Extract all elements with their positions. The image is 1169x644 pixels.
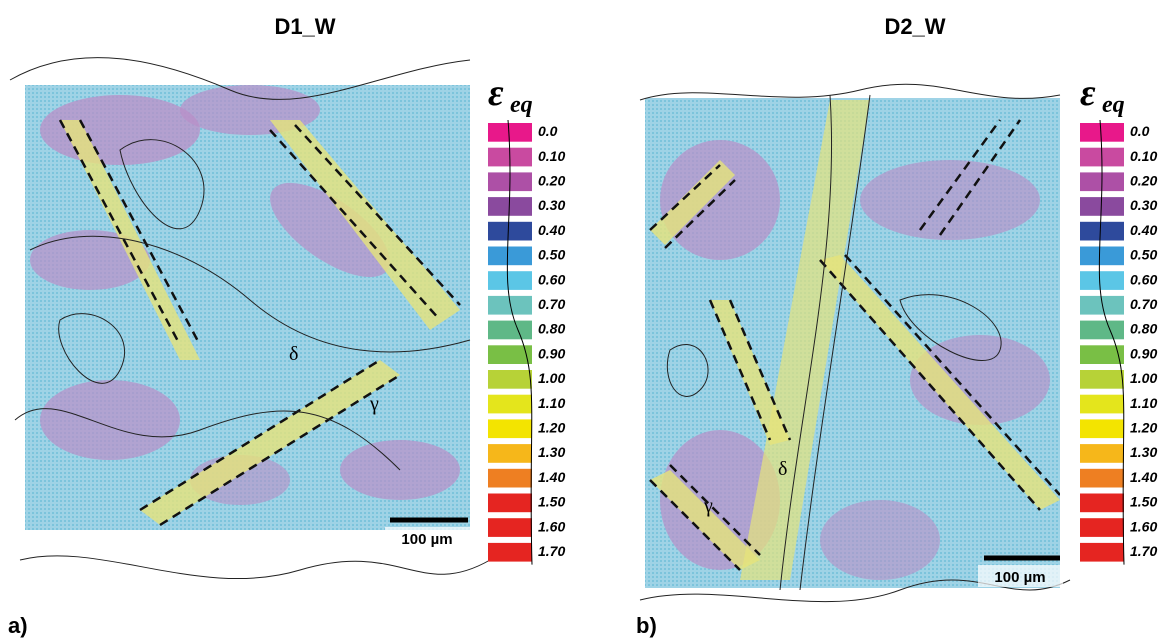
legend-label: 0.50: [1130, 247, 1157, 263]
legend-symbol: ε: [488, 72, 504, 114]
legend-subscript: eq: [510, 92, 533, 118]
legend-label: 1.40: [538, 469, 565, 485]
legend-label: 0.0: [538, 123, 558, 139]
legend-swatch: [488, 419, 532, 439]
legend-label: 0.80: [1130, 321, 1157, 337]
legend-swatch: [488, 468, 532, 488]
legend-swatch: [1080, 419, 1124, 439]
legend-label: 1.00: [1130, 370, 1157, 386]
scale-bar-label: 100 µm: [401, 531, 452, 548]
legend-swatch: [1080, 345, 1124, 364]
legend-swatch: [1080, 394, 1124, 414]
legend-label: 0.50: [538, 247, 565, 263]
legend-swatch: [1080, 444, 1124, 463]
legend-swatch: [1080, 468, 1124, 488]
legend-swatch: [1080, 221, 1124, 241]
panel-label: a): [8, 613, 28, 638]
panel-label: b): [636, 613, 657, 638]
legend-label: 0.60: [1130, 271, 1157, 287]
legend-label: 1.20: [538, 419, 565, 435]
legend-swatch: [488, 246, 532, 266]
legend-label: 0.40: [538, 222, 565, 238]
legend-swatch: [488, 518, 532, 537]
legend-curve: [1098, 119, 1125, 565]
legend-subscript: eq: [1102, 92, 1125, 118]
legend-label: 1.30: [538, 444, 565, 460]
legend-label: 0.20: [1130, 172, 1157, 188]
legend-swatch: [488, 271, 532, 290]
legend-swatch: [488, 493, 532, 513]
legend-swatch: [488, 123, 532, 142]
legend-label: 1.00: [538, 370, 565, 386]
legend-label: 1.30: [1130, 444, 1157, 460]
legend-label: 1.40: [1130, 469, 1157, 485]
legend-label: 1.50: [1130, 494, 1157, 510]
phase-label: δ: [778, 458, 787, 480]
legend-label: 0.40: [1130, 222, 1157, 238]
legend-label: 0.90: [538, 345, 565, 361]
legend-swatch: [488, 345, 532, 364]
legend-label: 0.20: [538, 172, 565, 188]
legend-swatch: [1080, 518, 1124, 537]
legend-swatch: [488, 197, 532, 216]
legend: ε eq 0.0 0.10 0.20 0.30 0.40 0.50 0.60 0.70 0.80 0.…: [1080, 72, 1157, 565]
legend-swatch: [1080, 542, 1124, 562]
scale-bar-bg: [385, 527, 470, 549]
legend-swatch: [1080, 493, 1124, 513]
legend-swatch: [488, 221, 532, 241]
legend-label: 1.60: [538, 518, 565, 534]
legend-swatch: [488, 444, 532, 463]
legend-curve: [506, 119, 533, 565]
legends: ε eq0.00.100.200.300.400.500.600.700.800.…: [488, 72, 1157, 565]
legend-label: 0.10: [1130, 148, 1157, 164]
panel-title: D1_W: [274, 14, 335, 39]
legend-label: 1.20: [1130, 419, 1157, 435]
scale-bar-bg: [978, 565, 1063, 587]
legend-label: 1.10: [1130, 395, 1157, 411]
legend-swatch: [488, 370, 532, 389]
legend-swatch: [1080, 246, 1124, 266]
legend: ε eq 0.0 0.10 0.20 0.30 0.40 0.50 0.60 0.70 0.80 0.…: [488, 72, 565, 565]
panel-title: D2_W: [884, 14, 945, 39]
legend-label: 0.30: [538, 197, 565, 213]
legend-label: 0.90: [1130, 345, 1157, 361]
legend-label: 0.60: [538, 271, 565, 287]
phase-label: γ: [703, 495, 713, 517]
legend-label: 1.70: [1130, 543, 1157, 559]
legend-swatch: [488, 394, 532, 414]
phase-label: δ: [289, 343, 298, 365]
legend-swatch: [488, 320, 532, 340]
legend-label: 0.80: [538, 321, 565, 337]
legend-label: 1.60: [1130, 518, 1157, 534]
legend-swatch: [488, 542, 532, 562]
legend-label: 0.30: [1130, 197, 1157, 213]
phase-outlines: [9, 57, 491, 580]
legend-symbol: ε: [1080, 72, 1096, 114]
scale-bar-label: 100 µm: [994, 569, 1045, 586]
legend-swatch: [1080, 320, 1124, 340]
legend-label: 0.0: [1130, 123, 1150, 139]
phase-label: γ: [369, 393, 379, 415]
legend-label: 1.10: [538, 395, 565, 411]
legend-label: 0.10: [538, 148, 565, 164]
legend-label: 1.50: [538, 494, 565, 510]
legend-swatch: [1080, 370, 1124, 389]
legend-swatch: [1080, 197, 1124, 216]
legend-swatch: [1080, 271, 1124, 290]
strain-map: [645, 98, 1060, 588]
legend-label: 1.70: [538, 543, 565, 559]
legend-swatch: [1080, 123, 1124, 142]
phase-outlines: [639, 83, 1071, 603]
strain-map: [25, 85, 470, 530]
legend-label: 0.70: [1130, 296, 1157, 312]
legend-label: 0.70: [538, 296, 565, 312]
